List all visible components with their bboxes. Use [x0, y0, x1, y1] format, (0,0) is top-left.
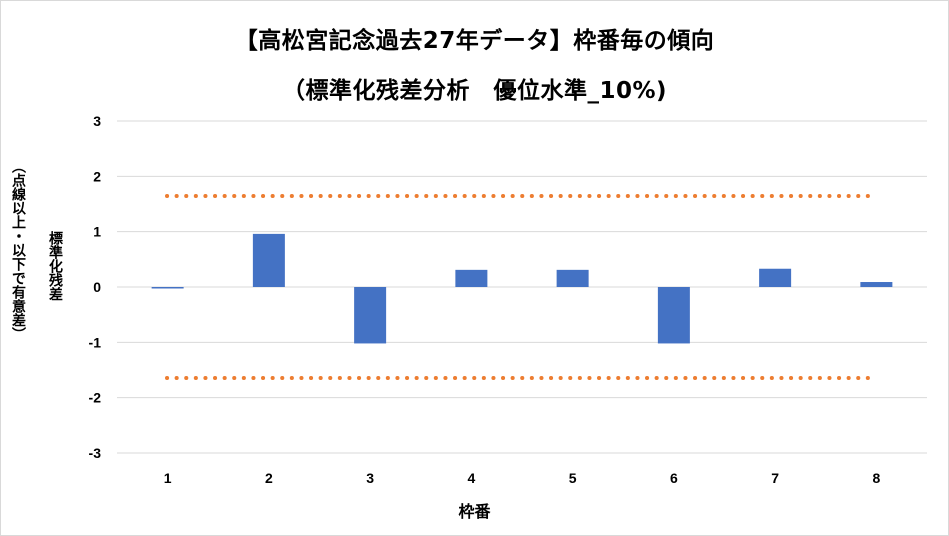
y-tick-label: 3 — [93, 113, 101, 129]
x-axis-label: 枠番 — [458, 502, 491, 521]
chart-title: 【高松宮記念過去27年データ】枠番毎の傾向 — [234, 28, 715, 54]
bar — [759, 268, 792, 287]
bar — [455, 269, 488, 287]
x-tick-label: 7 — [771, 470, 779, 486]
y-tick-label: -1 — [89, 334, 102, 350]
x-tick-label: 1 — [164, 470, 172, 486]
x-tick-label: 5 — [569, 470, 577, 486]
y-axis-note: （点線以上・以下で有意差） — [10, 159, 26, 341]
bar — [354, 287, 387, 344]
bar — [860, 282, 893, 287]
y-tick-label: 1 — [93, 224, 101, 240]
x-tick-label: 4 — [467, 470, 475, 486]
y-axis-label: 標準化残差 — [47, 231, 63, 301]
bar — [252, 233, 285, 287]
bar — [556, 269, 589, 287]
x-tick-label: 3 — [366, 470, 374, 486]
y-tick-label: 0 — [93, 279, 101, 295]
y-tick-label: 2 — [93, 168, 101, 184]
bar — [151, 287, 184, 289]
bar — [657, 287, 690, 344]
x-tick-label: 8 — [872, 470, 880, 486]
y-tick-label: -3 — [89, 445, 102, 461]
y-tick-label: -2 — [89, 390, 102, 406]
x-tick-label: 6 — [670, 470, 678, 486]
chart-subtitle: （標準化残差分析 優位水準_10%) — [281, 78, 668, 104]
x-tick-label: 2 — [265, 470, 273, 486]
